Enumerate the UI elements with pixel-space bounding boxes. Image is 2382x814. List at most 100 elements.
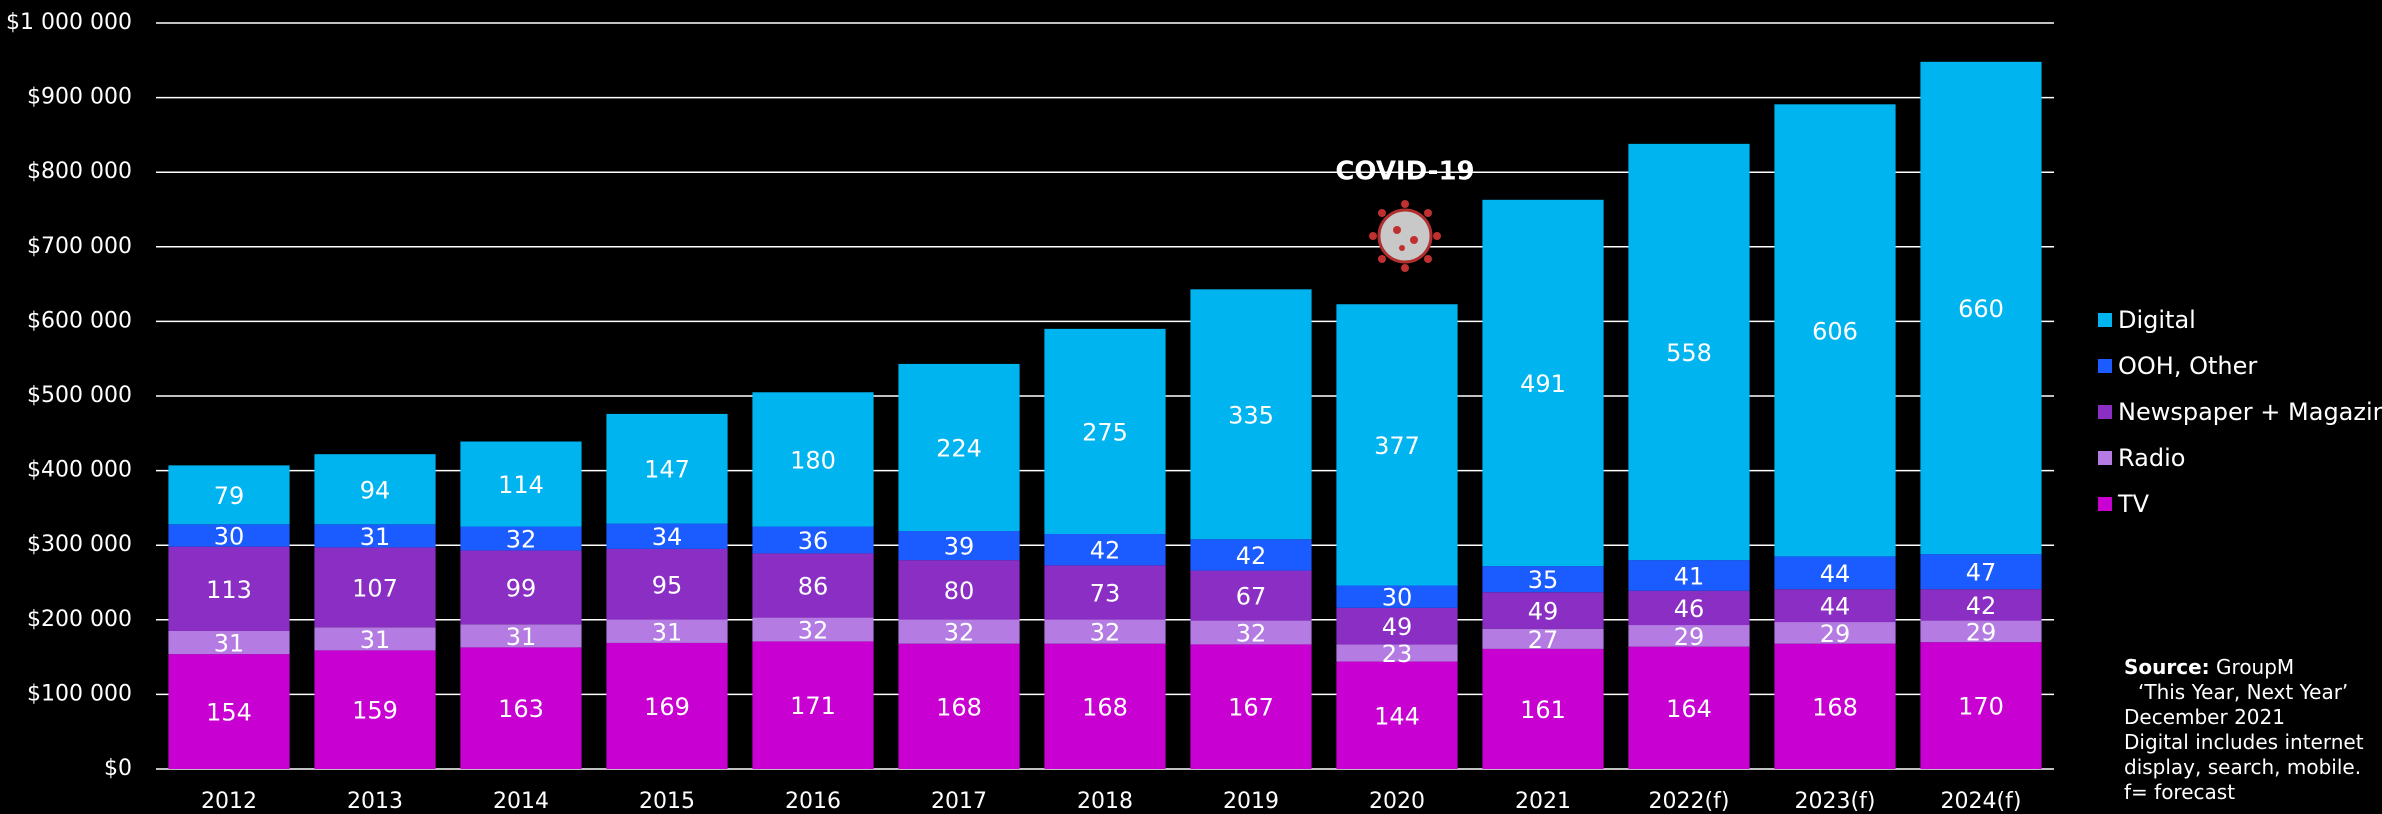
bar-segment xyxy=(606,642,728,769)
legend-swatch xyxy=(2098,313,2112,327)
bar-segment xyxy=(1628,143,1750,561)
bar-segment xyxy=(1482,628,1604,649)
bar-segment xyxy=(1044,534,1166,566)
x-tick-label: 2017 xyxy=(931,789,987,814)
legend-label: Newspaper + Magazine xyxy=(2118,398,2382,426)
data-label: 32 xyxy=(798,616,829,644)
x-tick-label: 2015 xyxy=(639,789,695,814)
y-tick-label: $800 000 xyxy=(27,159,132,184)
bar-segment xyxy=(1774,622,1896,644)
data-label: 46 xyxy=(1674,595,1705,623)
data-label: 660 xyxy=(1958,295,2004,323)
x-tick-label: 2019 xyxy=(1223,789,1279,814)
bar-segment xyxy=(752,392,874,527)
data-label: 558 xyxy=(1666,339,1712,367)
data-label: 180 xyxy=(790,446,836,474)
x-tick-label: 2014 xyxy=(493,789,549,814)
data-label: 39 xyxy=(944,533,975,561)
data-label: 167 xyxy=(1228,694,1274,722)
bar-segment xyxy=(168,465,290,525)
bar-segment xyxy=(314,627,436,651)
bar-segment xyxy=(1920,589,2042,621)
y-tick-label: $300 000 xyxy=(27,532,132,557)
bar-segment xyxy=(1482,199,1604,567)
data-label: 491 xyxy=(1520,370,1566,398)
data-label: 169 xyxy=(644,693,690,721)
x-tick-label: 2020 xyxy=(1369,789,1425,814)
data-label: 224 xyxy=(936,434,982,462)
bar-segment xyxy=(1044,328,1166,535)
source: Source: GroupM ‘This Year, Next Year’ Dec… xyxy=(2124,655,2374,805)
bar-segment xyxy=(460,624,582,648)
data-label: 168 xyxy=(936,693,982,721)
bar-segment xyxy=(314,547,436,628)
data-label: 113 xyxy=(206,576,252,604)
bar-segment xyxy=(1774,589,1896,623)
bar-segment xyxy=(1482,648,1604,769)
data-label: 144 xyxy=(1374,702,1420,730)
y-tick-label: $900 000 xyxy=(27,85,132,110)
data-label: 29 xyxy=(1820,620,1851,648)
data-label: 34 xyxy=(652,523,683,551)
x-tick-label: 2013 xyxy=(347,789,403,814)
data-label: 161 xyxy=(1520,696,1566,724)
data-label: 29 xyxy=(1674,623,1705,651)
bar-segment xyxy=(898,363,1020,532)
source-note: ‘This Year, Next Year’ xyxy=(2138,680,2349,704)
bar-segment xyxy=(314,650,436,769)
bar-segment xyxy=(898,560,1020,620)
bar-segment xyxy=(1190,539,1312,571)
bar-segment xyxy=(1920,620,2042,643)
bar-segment xyxy=(1774,556,1896,590)
bar-segment xyxy=(606,619,728,643)
data-label: 168 xyxy=(1082,693,1128,721)
data-label: 171 xyxy=(790,692,836,720)
source-note: December 2021 xyxy=(2124,705,2285,729)
data-label: 31 xyxy=(506,623,537,651)
bar-segment xyxy=(1482,566,1604,593)
data-label: 30 xyxy=(1382,584,1413,612)
y-tick-label: $200 000 xyxy=(27,607,132,632)
bar-segment xyxy=(314,454,436,525)
data-label: 42 xyxy=(1236,542,1267,570)
bar-segment xyxy=(1044,565,1166,620)
bar-segment xyxy=(460,647,582,769)
bar-segment xyxy=(1044,643,1166,769)
bar-segment xyxy=(898,643,1020,769)
data-label: 79 xyxy=(214,482,245,510)
bar-segment xyxy=(168,630,290,655)
data-label: 168 xyxy=(1812,693,1858,721)
x-tick-label: 2021 xyxy=(1515,789,1571,814)
data-label: 36 xyxy=(798,527,829,555)
source-name: GroupM xyxy=(2216,655,2295,679)
data-label: 94 xyxy=(360,476,391,504)
bar-segment xyxy=(752,641,874,769)
bar-segment xyxy=(1336,607,1458,645)
data-label: 49 xyxy=(1382,613,1413,641)
data-label: 377 xyxy=(1374,432,1420,460)
bar-segment xyxy=(1628,625,1750,647)
bar-segment xyxy=(1482,592,1604,629)
bar-segment xyxy=(1336,304,1458,586)
data-label: 164 xyxy=(1666,695,1712,723)
bar-segment xyxy=(606,548,728,620)
bar-segment xyxy=(460,550,582,625)
data-label: 73 xyxy=(1090,580,1121,608)
legend-swatch xyxy=(2098,497,2112,511)
bar-segment xyxy=(1774,643,1896,769)
bar-segment xyxy=(898,531,1020,561)
y-tick-label: $400 000 xyxy=(27,458,132,483)
y-tick-label: $0 xyxy=(104,756,132,781)
data-label: 29 xyxy=(1966,618,1997,646)
bar-segment xyxy=(1774,104,1896,557)
data-label: 44 xyxy=(1820,560,1851,588)
data-label: 170 xyxy=(1958,693,2004,721)
data-label: 44 xyxy=(1820,593,1851,621)
data-label: 47 xyxy=(1966,559,1997,587)
bar-segment xyxy=(1336,644,1458,662)
data-label: 35 xyxy=(1528,566,1559,594)
bar-segment xyxy=(606,413,728,524)
data-label: 163 xyxy=(498,695,544,723)
